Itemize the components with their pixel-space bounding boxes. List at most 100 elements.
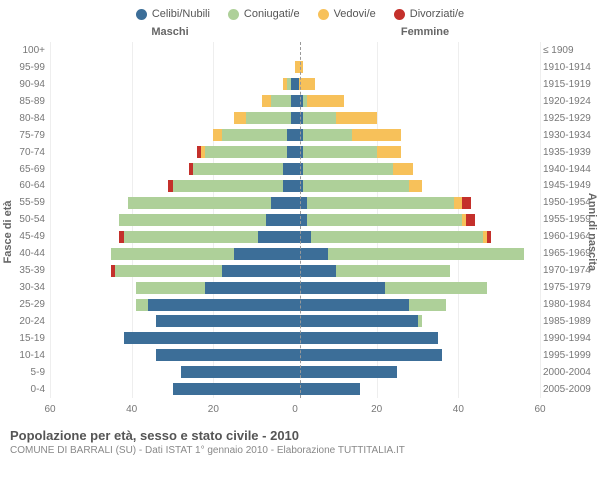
- legend-label: Coniugati/e: [244, 8, 300, 20]
- pyramid-row: 25-291980-1984: [50, 296, 540, 313]
- legend-label: Celibi/Nubili: [152, 8, 210, 20]
- age-label: 10-14: [5, 350, 45, 361]
- bar-female: [295, 163, 540, 175]
- bar-female: [295, 180, 540, 192]
- bar-segment: [173, 180, 283, 192]
- header-male: Maschi: [0, 26, 300, 38]
- bar-segment: [393, 163, 413, 175]
- bar-male: [50, 366, 295, 378]
- pyramid-row: 0-42005-2009: [50, 381, 540, 398]
- birth-label: 1990-1994: [543, 333, 598, 344]
- bar-segment: [418, 315, 422, 327]
- bar-male: [50, 163, 295, 175]
- bar-male: [50, 332, 295, 344]
- age-label: 35-39: [5, 265, 45, 276]
- legend-item: Celibi/Nubili: [136, 8, 210, 20]
- bar-female: [295, 146, 540, 158]
- bar-segment: [409, 180, 421, 192]
- bar-female: [295, 332, 540, 344]
- age-label: 15-19: [5, 333, 45, 344]
- bar-male: [50, 180, 295, 192]
- bar-female: [295, 214, 540, 226]
- age-label: 100+: [5, 45, 45, 56]
- bar-segment: [222, 265, 296, 277]
- age-label: 65-69: [5, 164, 45, 175]
- bar-segment: [295, 366, 397, 378]
- age-label: 80-84: [5, 113, 45, 124]
- bar-segment: [307, 214, 462, 226]
- bar-segment: [462, 197, 470, 209]
- bar-segment: [311, 231, 483, 243]
- bar-female: [295, 282, 540, 294]
- legend-item: Vedovi/e: [318, 8, 376, 20]
- age-label: 55-59: [5, 197, 45, 208]
- birth-label: 1970-1974: [543, 265, 598, 276]
- bar-segment: [234, 248, 295, 260]
- bar-segment: [377, 146, 402, 158]
- pyramid-row: 60-641945-1949: [50, 178, 540, 195]
- bar-segment: [287, 129, 295, 141]
- bar-segment: [295, 231, 311, 243]
- bar-segment: [295, 299, 409, 311]
- chart-subtitle: COMUNE DI BARRALI (SU) - Dati ISTAT 1° g…: [10, 445, 590, 456]
- bar-male: [50, 95, 295, 107]
- bar-segment: [352, 129, 401, 141]
- x-tick: 20: [208, 404, 219, 415]
- birth-label: 1955-1959: [543, 214, 598, 225]
- bar-segment: [266, 214, 295, 226]
- bar-female: [295, 265, 540, 277]
- bar-segment: [193, 163, 283, 175]
- birth-label: ≤ 1909: [543, 45, 598, 56]
- bar-segment: [295, 315, 418, 327]
- x-tick: 40: [126, 404, 137, 415]
- bar-male: [50, 129, 295, 141]
- bar-segment: [409, 299, 446, 311]
- birth-label: 1985-1989: [543, 316, 598, 327]
- pyramid-row: 35-391970-1974: [50, 262, 540, 279]
- header-female: Femmine: [300, 26, 600, 38]
- birth-label: 2005-2009: [543, 384, 598, 395]
- bar-segment: [213, 129, 221, 141]
- bar-segment: [466, 214, 474, 226]
- bar-segment: [303, 146, 377, 158]
- bar-segment: [271, 95, 291, 107]
- bar-female: [295, 315, 540, 327]
- birth-label: 1995-1999: [543, 350, 598, 361]
- pyramid-plot: Fasce di età Anni di nascita 100+≤ 19099…: [0, 42, 600, 422]
- bar-male: [50, 112, 295, 124]
- bar-segment: [295, 332, 438, 344]
- bar-female: [295, 197, 540, 209]
- pyramid-row: 50-541955-1959: [50, 211, 540, 228]
- bar-segment: [336, 265, 450, 277]
- bar-male: [50, 248, 295, 260]
- age-label: 70-74: [5, 147, 45, 158]
- pyramid-rows: 100+≤ 190995-991910-191490-941915-191985…: [50, 42, 540, 398]
- age-label: 0-4: [5, 384, 45, 395]
- bar-female: [295, 112, 540, 124]
- footer: Popolazione per età, sesso e stato civil…: [0, 422, 600, 456]
- bar-female: [295, 248, 540, 260]
- bar-segment: [307, 197, 454, 209]
- bar-segment: [136, 299, 148, 311]
- bar-female: [295, 231, 540, 243]
- bar-segment: [111, 248, 234, 260]
- legend-swatch: [136, 9, 147, 20]
- bar-segment: [454, 197, 462, 209]
- age-label: 45-49: [5, 231, 45, 242]
- birth-label: 1935-1939: [543, 147, 598, 158]
- x-axis: 6040200204060: [50, 400, 540, 422]
- legend-label: Divorziati/e: [410, 8, 464, 20]
- bar-segment: [136, 282, 205, 294]
- x-tick: 40: [453, 404, 464, 415]
- birth-label: 1950-1954: [543, 197, 598, 208]
- bar-segment: [303, 163, 393, 175]
- bar-segment: [246, 112, 291, 124]
- x-tick: 0: [292, 404, 298, 415]
- x-tick: 60: [534, 404, 545, 415]
- pyramid-row: 80-841925-1929: [50, 110, 540, 127]
- bar-segment: [295, 383, 360, 395]
- legend-swatch: [228, 9, 239, 20]
- bar-segment: [287, 146, 295, 158]
- bar-segment: [336, 112, 377, 124]
- pyramid-row: 75-791930-1934: [50, 127, 540, 144]
